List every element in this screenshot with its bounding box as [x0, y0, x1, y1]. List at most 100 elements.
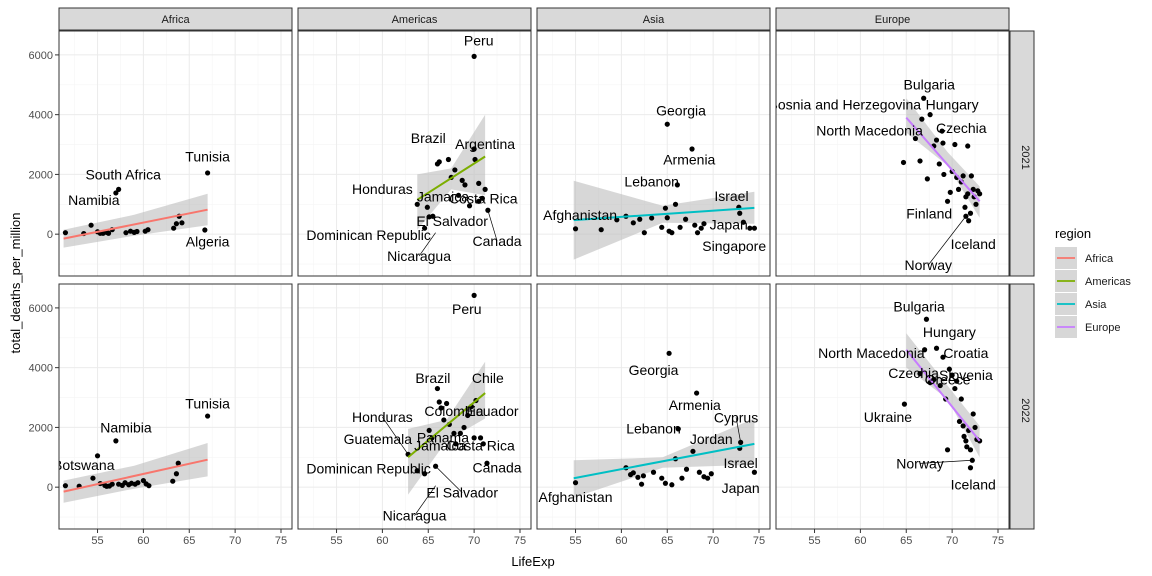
data-point — [116, 186, 122, 192]
point-label: Cyprus — [714, 409, 758, 425]
x-tick-label: 55 — [91, 535, 103, 547]
data-point — [477, 435, 484, 441]
point-label: El Salvador — [416, 213, 488, 229]
panel-border — [775, 30, 1010, 277]
panel-grid — [537, 31, 770, 276]
data-point — [434, 385, 441, 392]
legend-item-europe: Europe — [1055, 316, 1120, 338]
data-point — [572, 480, 579, 486]
x-axis-title: LifeExp — [511, 554, 554, 569]
data-point — [977, 191, 983, 197]
trend-line — [63, 208, 208, 240]
strip-col-label: Americas — [392, 14, 438, 26]
data-point — [705, 475, 711, 481]
panel-content: Peru Brazil Argentina Honduras JamaicaCosta … — [306, 32, 521, 264]
data-point — [933, 345, 940, 351]
point-label: Namibia — [100, 419, 152, 435]
panel-border — [297, 283, 532, 530]
x-tick-label: 55 — [569, 535, 581, 547]
point-label: Finland — [906, 206, 952, 222]
strip-col-label: Africa — [161, 14, 190, 26]
data-point — [922, 347, 928, 353]
strip-col-americas: Americas — [297, 7, 532, 31]
data-point — [917, 158, 923, 164]
point-label: Lebanon — [626, 420, 681, 436]
data-point — [912, 135, 919, 142]
data-point — [944, 198, 951, 204]
point-label: Peru — [464, 32, 494, 48]
data-point — [940, 354, 946, 360]
point-label: Dominican Republic — [306, 227, 431, 243]
point-label: Brazil — [415, 370, 450, 386]
strip-row-label: 2021 — [1019, 145, 1031, 169]
data-point — [927, 112, 933, 118]
point-label: Norway — [896, 455, 943, 471]
legend-label: Americas — [1085, 276, 1131, 288]
trend-line — [573, 442, 755, 480]
data-point — [88, 222, 94, 228]
data-point — [952, 141, 958, 148]
data-point — [205, 170, 211, 176]
data-point — [952, 385, 958, 392]
data-point — [109, 481, 115, 487]
data-point — [677, 224, 683, 230]
data-point — [683, 216, 689, 222]
point-label: Brazil — [411, 130, 446, 146]
point-label: Nicaragua — [383, 508, 447, 524]
point-label: North Macedonia — [816, 123, 923, 139]
point-label: Singapore — [702, 238, 766, 254]
data-point — [738, 439, 744, 445]
point-label: Georgia — [629, 362, 679, 378]
data-point — [669, 230, 675, 236]
x-tick-label: 65 — [661, 535, 673, 547]
data-point — [961, 433, 967, 439]
data-point — [659, 475, 665, 481]
panel-africa-2022: Tunisia Namibia Botswana — [58, 283, 293, 530]
strip-col-bg — [297, 7, 532, 31]
data-point — [941, 171, 947, 178]
data-point — [751, 469, 758, 475]
data-point — [436, 399, 442, 405]
point-label: Georgia — [656, 102, 706, 118]
x-tick-label: 75 — [992, 535, 1004, 547]
panel-grid — [298, 31, 531, 276]
data-point — [134, 228, 140, 235]
x-tick-label: 60 — [615, 535, 627, 547]
x-tick-label: 75 — [753, 535, 765, 547]
point-label: Dominican Republic — [306, 461, 431, 477]
data-point — [970, 411, 976, 417]
trend-line — [407, 392, 486, 459]
data-point — [917, 371, 923, 377]
data-point — [179, 220, 185, 226]
data-point — [940, 140, 946, 146]
confidence-band — [417, 114, 486, 230]
data-point — [901, 401, 908, 407]
strip-col-bg — [58, 7, 293, 31]
data-point — [421, 471, 428, 477]
x-tick-label: 55 — [808, 535, 820, 547]
panels-layer: Tunisia South Africa Namibia Algeria Peru Bra… — [58, 30, 1010, 530]
strip-row-2022: 2022 — [1009, 283, 1035, 530]
data-point — [479, 195, 485, 201]
data-point — [459, 177, 465, 183]
point-label: Argentina — [455, 136, 515, 152]
legend-label: Asia — [1085, 299, 1107, 311]
x-tick-label: 75 — [514, 535, 526, 547]
data-point — [973, 201, 979, 207]
confidence-band — [573, 418, 755, 498]
point-label: Honduras — [352, 181, 413, 197]
data-point — [457, 430, 463, 436]
data-point — [175, 460, 181, 466]
strip-col-label: Asia — [643, 14, 665, 26]
point-label: Slovenia — [939, 367, 993, 383]
confidence-band — [408, 361, 486, 495]
data-point — [698, 225, 704, 231]
data-point — [455, 192, 462, 198]
panel-grid — [59, 284, 292, 529]
legend-label: Europe — [1085, 322, 1120, 334]
data-point — [689, 146, 695, 152]
point-label: Iceland — [951, 236, 996, 252]
data-point — [485, 207, 491, 213]
y-tick-label: 2000 — [29, 422, 53, 434]
data-point — [430, 213, 436, 219]
